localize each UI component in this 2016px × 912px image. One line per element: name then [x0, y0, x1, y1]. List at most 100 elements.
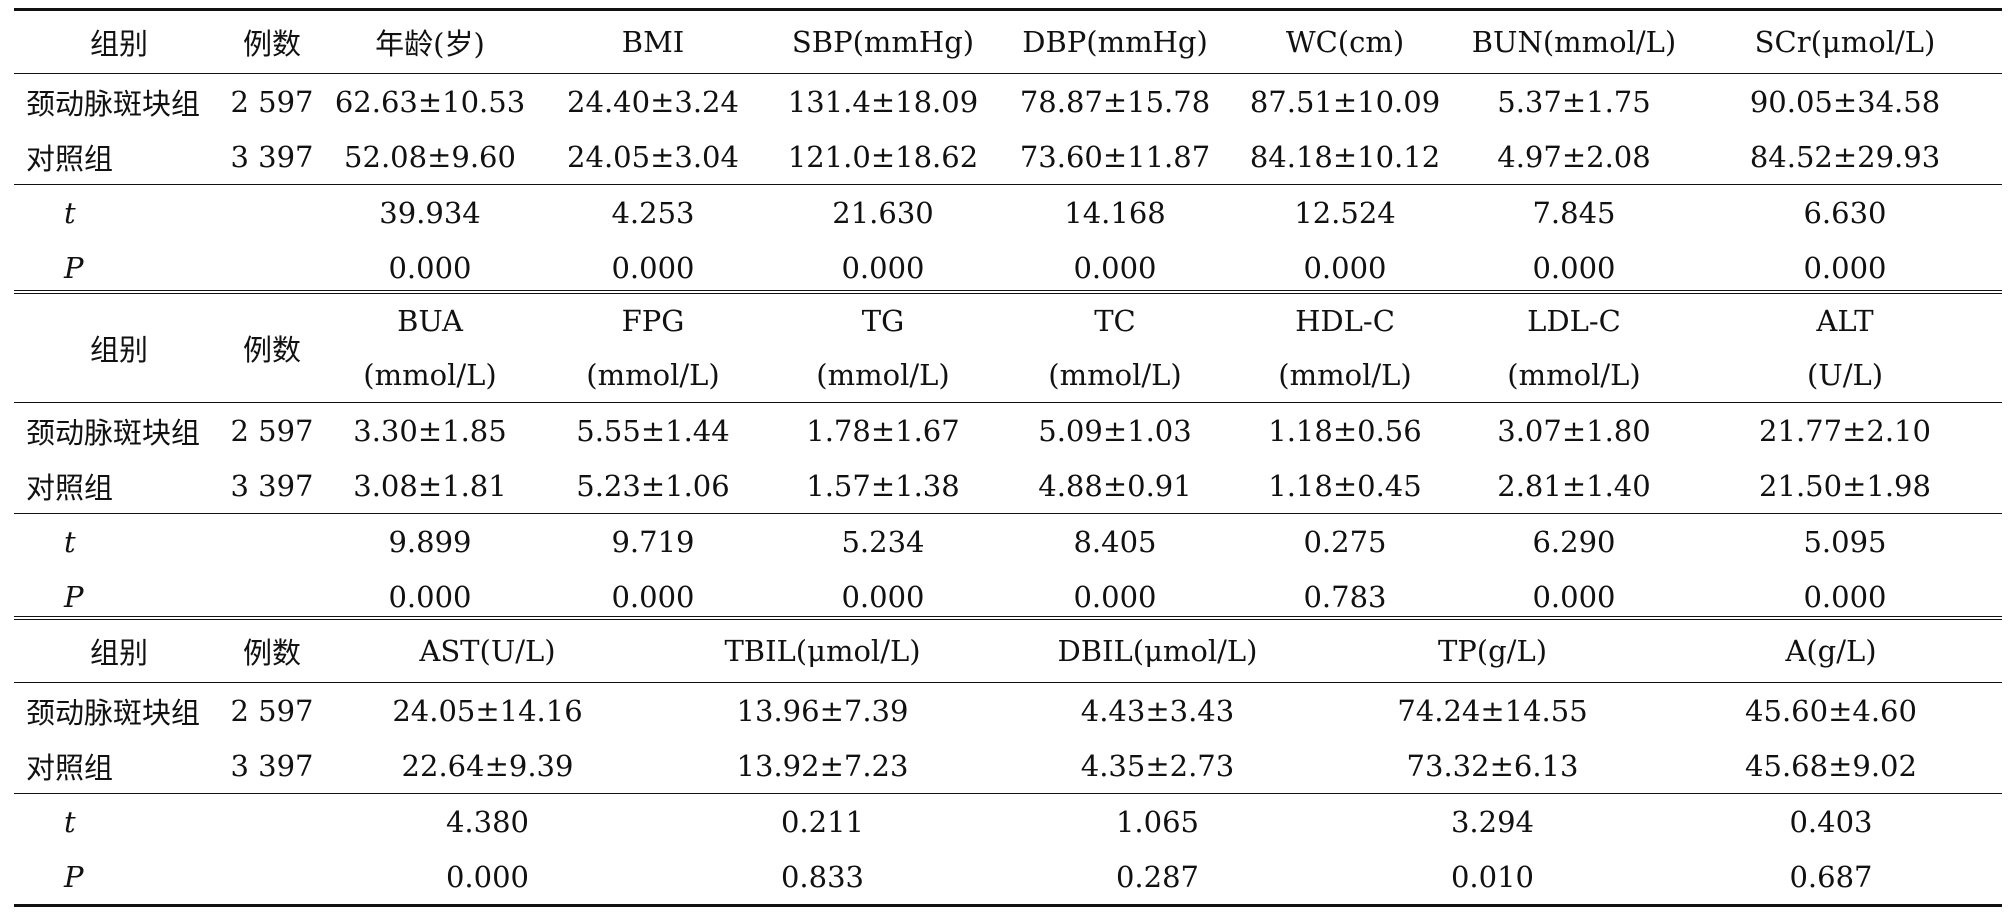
data-cell: 3.30±1.85 [353, 413, 507, 448]
table-row: 颈动脉斑块组 2 597 3.30±1.85 5.55±1.44 1.78±1.67 5.… [14, 402, 2002, 459]
data-cell: 62.63±10.53 [334, 84, 526, 119]
stat-value: 0.000 [841, 250, 925, 285]
header-row: 组别 例数 年龄(岁) BMI SBP(mmHg) DBP(mmHg) WC(cm) BUN(… [14, 9, 2002, 74]
data-cell: 2.81±1.40 [1497, 468, 1651, 503]
column-header: BUA [397, 304, 463, 338]
case-count: 3 397 [230, 468, 314, 503]
column-header: DBIL(μmol/L) [1057, 634, 1258, 668]
data-cell: 5.55±1.44 [576, 413, 730, 448]
group-label: 对照组 [26, 750, 114, 785]
column-header-unit: (mmol/L) [363, 358, 497, 392]
case-count: 2 597 [230, 84, 314, 119]
stat-label: P [64, 859, 84, 894]
stat-value: 0.000 [1532, 579, 1616, 614]
stat-label: t [64, 195, 76, 230]
stat-value: 39.934 [379, 195, 481, 230]
stat-row-p: P 0.000 0.000 0.000 0.000 0.000 0.000 0.000 [14, 240, 2002, 295]
column-header-unit: (mmol/L) [586, 358, 720, 392]
data-cell: 4.35±2.73 [1080, 748, 1235, 783]
data-cell: 5.09±1.03 [1038, 413, 1192, 448]
data-cell: 3.07±1.80 [1497, 413, 1651, 448]
table-section-1: 组别 例数 年龄(岁) BMI SBP(mmHg) DBP(mmHg) WC(cm) BUN(… [14, 8, 2002, 295]
data-cell: 5.37±1.75 [1497, 84, 1651, 119]
stat-value: 0.000 [1532, 250, 1616, 285]
stat-value: 6.630 [1803, 195, 1887, 230]
column-header: BMI [621, 25, 685, 59]
column-header: 组别 [89, 636, 148, 670]
data-cell: 45.60±4.60 [1745, 693, 1917, 728]
stat-value [224, 849, 320, 906]
column-header: DBP(mmHg) [1022, 25, 1208, 59]
column-header: BUN(mmol/L) [1471, 25, 1677, 59]
stat-row-t: t 4.380 0.211 1.065 3.294 0.403 [14, 793, 2002, 850]
stat-value: 0.000 [1073, 250, 1157, 285]
stat-value: 0.000 [611, 250, 695, 285]
stat-value [224, 185, 320, 241]
column-header: TG [861, 304, 905, 338]
data-cell: 73.60±11.87 [1019, 139, 1211, 174]
data-cell: 90.05±34.58 [1749, 84, 1941, 119]
column-header: 组别 [89, 27, 148, 61]
data-cell: 4.97±2.08 [1497, 139, 1651, 174]
column-header: TBIL(μmol/L) [724, 634, 921, 668]
data-cell: 74.24±14.55 [1397, 693, 1588, 728]
stat-value: 0.000 [445, 859, 530, 894]
group-label: 颈动脉斑块组 [26, 86, 201, 121]
data-cell: 78.87±15.78 [1019, 84, 1211, 119]
stat-value [224, 240, 320, 295]
stat-value: 0.000 [1303, 250, 1387, 285]
stat-value: 0.403 [1789, 804, 1873, 839]
data-cell: 87.51±10.09 [1249, 84, 1441, 119]
data-cell: 52.08±9.60 [344, 139, 516, 174]
stat-value: 0.000 [1803, 250, 1887, 285]
column-header: A(g/L) [1785, 634, 1877, 668]
stat-value: 9.899 [388, 524, 472, 559]
stat-value [224, 794, 320, 850]
table-section-2: 组别 例数 BUA FPG TG TC HDL-C LDL-C ALT (mmol/L) (mmo… [14, 290, 2002, 624]
group-label: 对照组 [26, 141, 114, 176]
data-cell: 84.18±10.12 [1249, 139, 1441, 174]
data-cell: 4.43±3.43 [1080, 693, 1235, 728]
stat-value: 4.380 [445, 804, 530, 839]
stat-label: t [64, 804, 76, 839]
column-header: WC(cm) [1285, 25, 1405, 59]
column-header: 组别 [89, 333, 148, 367]
stat-label: P [64, 579, 84, 614]
column-header-unit: (mmol/L) [1507, 358, 1641, 392]
column-header: LDL-C [1527, 304, 1621, 338]
stat-value: 0.000 [388, 579, 472, 614]
stat-value: 6.290 [1532, 524, 1616, 559]
stat-value: 0.000 [1073, 579, 1157, 614]
column-header: FPG [621, 304, 685, 338]
stat-value: 0.687 [1789, 859, 1873, 894]
stat-value: 3.294 [1450, 804, 1535, 839]
group-label: 对照组 [26, 470, 114, 505]
stat-value [224, 514, 320, 570]
header-units-row: (mmol/L) (mmol/L) (mmol/L) (mmol/L) (mmol/L)… [14, 348, 2002, 403]
data-cell: 22.64±9.39 [401, 748, 574, 783]
stat-value: 0.000 [1803, 579, 1887, 614]
data-cell: 131.4±18.09 [787, 84, 979, 119]
data-cell: 21.77±2.10 [1759, 413, 1931, 448]
stat-value: 0.783 [1303, 579, 1387, 614]
data-cell: 13.96±7.39 [736, 693, 909, 728]
group-label: 颈动脉斑块组 [26, 695, 201, 730]
data-cell: 5.23±1.06 [576, 468, 730, 503]
column-header: 例数 [242, 636, 301, 670]
table-row: 对照组 3 397 22.64±9.39 13.92±7.23 4.35±2.73 73.… [14, 738, 2002, 794]
data-cell: 21.50±1.98 [1759, 468, 1931, 503]
group-label: 颈动脉斑块组 [26, 415, 201, 450]
data-cell: 1.57±1.38 [806, 468, 960, 503]
data-cell: 24.40±3.24 [567, 84, 739, 119]
column-header: SBP(mmHg) [791, 25, 975, 59]
stat-row-p: P 0.000 0.000 0.000 0.000 0.783 0.000 0.000 [14, 569, 2002, 624]
data-cell: 73.32±6.13 [1406, 748, 1579, 783]
data-cell: 121.0±18.62 [787, 139, 979, 174]
case-count: 2 597 [230, 693, 314, 728]
data-cell: 3.08±1.81 [353, 468, 507, 503]
column-header: TP(g/L) [1437, 634, 1548, 668]
stat-value: 0.287 [1115, 859, 1200, 894]
table-row: 颈动脉斑块组 2 597 62.63±10.53 24.40±3.24 131.4±18… [14, 73, 2002, 130]
stat-value: 0.010 [1450, 859, 1535, 894]
